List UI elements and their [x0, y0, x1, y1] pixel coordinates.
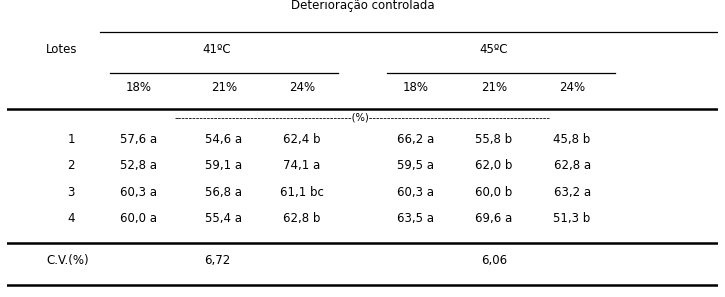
Text: 69,6 a: 69,6 a — [476, 212, 513, 225]
Text: 56,8 a: 56,8 a — [205, 186, 242, 199]
Text: Lotes: Lotes — [46, 43, 78, 56]
Text: 60,0 a: 60,0 a — [120, 212, 157, 225]
Text: 41ºC: 41ºC — [202, 43, 231, 56]
Text: 2: 2 — [67, 159, 75, 173]
Text: 60,3 a: 60,3 a — [120, 186, 157, 199]
Text: 52,8 a: 52,8 a — [120, 159, 157, 173]
Text: 62,0 b: 62,0 b — [476, 159, 513, 173]
Text: 18%: 18% — [403, 81, 428, 94]
Text: 3: 3 — [67, 186, 75, 199]
Text: 62,8 b: 62,8 b — [283, 212, 320, 225]
Text: 18%: 18% — [125, 81, 152, 94]
Text: 60,3 a: 60,3 a — [397, 186, 434, 199]
Text: 1: 1 — [67, 133, 75, 146]
Text: 59,5 a: 59,5 a — [397, 159, 434, 173]
Text: 61,1 bc: 61,1 bc — [280, 186, 324, 199]
Text: 55,4 a: 55,4 a — [205, 212, 242, 225]
Text: 6,72: 6,72 — [204, 254, 230, 267]
Text: 57,6 a: 57,6 a — [120, 133, 157, 146]
Text: 6,06: 6,06 — [481, 254, 507, 267]
Text: 45ºC: 45ºC — [480, 43, 508, 56]
Text: 55,8 b: 55,8 b — [476, 133, 513, 146]
Text: 60,0 b: 60,0 b — [476, 186, 513, 199]
Text: 54,6 a: 54,6 a — [205, 133, 243, 146]
Text: 62,8 a: 62,8 a — [553, 159, 591, 173]
Text: 4: 4 — [67, 212, 75, 225]
Text: 63,5 a: 63,5 a — [397, 212, 434, 225]
Text: 21%: 21% — [211, 81, 237, 94]
Text: 45,8 b: 45,8 b — [553, 133, 591, 146]
Text: 59,1 a: 59,1 a — [205, 159, 243, 173]
Text: -------------------------------------------------(%)----------------------------: ----------------------------------------… — [175, 113, 550, 123]
Text: 51,3 b: 51,3 b — [553, 212, 591, 225]
Text: 24%: 24% — [559, 81, 585, 94]
Text: 24%: 24% — [289, 81, 315, 94]
Text: 74,1 a: 74,1 a — [283, 159, 320, 173]
Text: 62,4 b: 62,4 b — [283, 133, 321, 146]
Text: 21%: 21% — [481, 81, 507, 94]
Text: 63,2 a: 63,2 a — [553, 186, 591, 199]
Text: C.V.(%): C.V.(%) — [46, 254, 89, 267]
Text: 66,2 a: 66,2 a — [397, 133, 434, 146]
Text: Deterioração controlada: Deterioração controlada — [291, 0, 434, 12]
